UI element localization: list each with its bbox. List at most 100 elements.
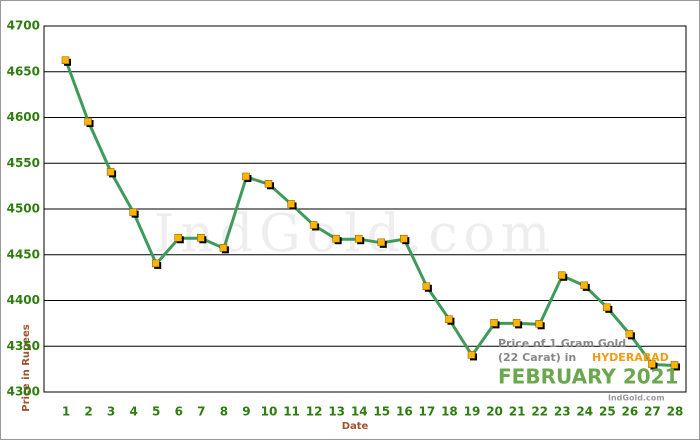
marker-face xyxy=(535,320,543,328)
marker-face xyxy=(422,282,431,291)
marker-face xyxy=(129,208,137,216)
marker-face xyxy=(219,244,228,252)
marker xyxy=(467,351,477,361)
marker-face xyxy=(467,351,476,359)
y-tick-label: 4600 xyxy=(7,110,40,124)
x-tick-label: 20 xyxy=(486,405,503,419)
line xyxy=(64,60,676,367)
marker-face xyxy=(490,319,498,327)
marker xyxy=(535,320,545,330)
marker xyxy=(309,221,320,231)
x-tick-label: 9 xyxy=(242,405,250,419)
caption-line: Price of 1 Gram Gold xyxy=(498,337,626,350)
marker-face xyxy=(242,172,250,181)
marker xyxy=(174,234,184,244)
marker xyxy=(445,315,455,325)
marker-face xyxy=(400,234,408,243)
caption-city: HYDERABAD xyxy=(592,351,669,364)
marker xyxy=(400,234,410,245)
marker-face xyxy=(174,234,183,242)
x-tick-label: 13 xyxy=(328,405,345,419)
watermark: IndGold.com xyxy=(154,205,556,265)
caption-month: FEBRUARY 2021 xyxy=(498,365,679,389)
marker xyxy=(422,282,432,292)
marker-face xyxy=(287,200,295,208)
marker xyxy=(557,271,568,281)
x-tick-label: 27 xyxy=(644,405,661,419)
marker-face xyxy=(603,303,611,312)
y-tick-label: 4650 xyxy=(7,64,40,78)
marker-face xyxy=(151,259,160,268)
marker-face xyxy=(197,234,205,242)
x-axis-label: Date xyxy=(342,421,369,432)
x-tick-label: 18 xyxy=(441,405,458,419)
x-tick-label: 10 xyxy=(261,405,278,419)
marker-face xyxy=(61,56,70,65)
x-tick-label: 25 xyxy=(599,405,616,419)
marker xyxy=(670,361,680,371)
x-tick-label: 19 xyxy=(464,405,481,419)
marker-face xyxy=(106,168,115,176)
x-tick-label: 5 xyxy=(152,405,160,419)
caption-source: IndGold.com xyxy=(608,394,665,403)
y-tick-label: 4350 xyxy=(7,339,40,353)
marker-face xyxy=(264,180,273,188)
x-tick-label: 4 xyxy=(129,405,137,419)
x-tick-label: 7 xyxy=(197,405,205,419)
marker-face xyxy=(625,330,634,338)
marker xyxy=(332,234,342,245)
marker xyxy=(84,117,94,128)
x-tick-label: 11 xyxy=(283,405,300,419)
marker xyxy=(242,172,252,182)
marker-face xyxy=(512,319,521,327)
marker-face xyxy=(309,221,318,229)
y-tick-label: 4550 xyxy=(7,156,40,170)
x-tick-label: 21 xyxy=(509,405,526,419)
x-tick-label: 14 xyxy=(351,405,368,419)
x-tick-label: 17 xyxy=(419,405,436,419)
x-tick-label: 8 xyxy=(220,405,228,419)
marker xyxy=(151,259,162,269)
marker-face xyxy=(84,117,92,126)
y-tick-label: 4700 xyxy=(7,19,40,33)
marker xyxy=(287,200,297,210)
marker-face xyxy=(354,234,363,243)
marker xyxy=(490,319,500,329)
x-tick-label: 24 xyxy=(576,405,593,419)
marker xyxy=(512,319,523,329)
x-tick-label: 6 xyxy=(175,405,183,419)
x-tick-label: 3 xyxy=(107,405,115,419)
x-tick-label: 12 xyxy=(306,405,323,419)
marker-face xyxy=(670,361,679,369)
marker xyxy=(603,303,613,313)
marker-face xyxy=(557,271,566,280)
x-tick-label: 23 xyxy=(554,405,571,419)
y-axis-label: Price in Rupees xyxy=(21,324,32,411)
marker xyxy=(61,56,71,66)
marker xyxy=(264,180,274,190)
marker xyxy=(197,234,207,244)
marker xyxy=(377,238,387,248)
y-tick-label: 4500 xyxy=(7,202,40,216)
marker xyxy=(219,244,229,254)
marker xyxy=(129,208,139,218)
y-tick-label: 4450 xyxy=(7,247,40,261)
x-tick-label: 16 xyxy=(396,405,413,419)
x-tick-label: 26 xyxy=(622,405,639,419)
y-tick-label: 4300 xyxy=(7,385,40,399)
x-tick-label: 1 xyxy=(62,405,70,419)
marker-face xyxy=(332,234,340,243)
marker xyxy=(106,168,117,178)
marker-face xyxy=(648,360,656,368)
marker xyxy=(648,360,658,370)
y-tick-label: 4400 xyxy=(7,293,40,307)
marker-face xyxy=(377,238,386,247)
marker xyxy=(580,281,590,291)
marker xyxy=(625,330,635,340)
x-tick-label: 2 xyxy=(84,405,92,419)
x-tick-label: 22 xyxy=(531,405,548,419)
marker-face xyxy=(445,315,453,323)
